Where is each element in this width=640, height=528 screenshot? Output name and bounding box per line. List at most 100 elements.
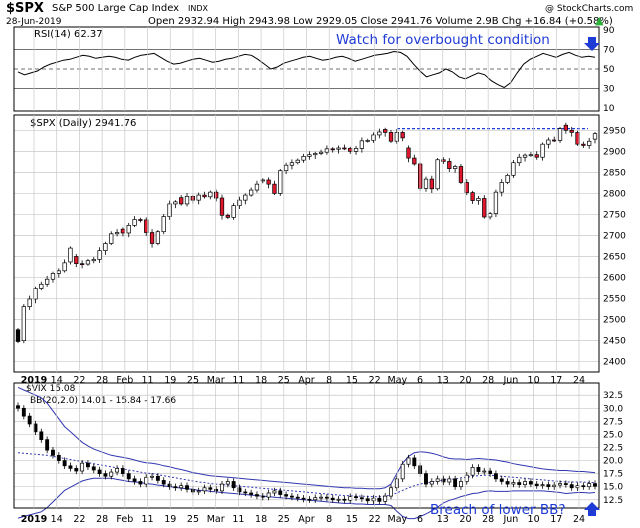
candle-body xyxy=(365,140,370,142)
candle-body xyxy=(56,270,61,274)
candle-body xyxy=(313,153,318,156)
vix-candle-body xyxy=(74,468,79,472)
rsi-y-tick-label: 50 xyxy=(603,65,615,75)
vix-candle-body xyxy=(389,487,393,497)
candle-body xyxy=(202,194,207,198)
price-y-tick-label: 2800 xyxy=(603,189,626,199)
vix-y-tick-label: 12.5 xyxy=(603,496,623,506)
candle-body xyxy=(283,164,289,172)
vix-candle-body xyxy=(383,495,388,502)
price-y-tick-label: 2550 xyxy=(603,295,626,305)
up-arrow-icon xyxy=(584,502,600,516)
candle-body xyxy=(208,191,213,198)
vix-candle-body xyxy=(301,497,306,500)
vix-x-tick-label: May xyxy=(388,514,408,525)
price-x-tick-label: 20 xyxy=(459,375,471,386)
candle-body xyxy=(219,197,225,216)
price-x-tick-label: 6 xyxy=(417,375,423,386)
vix-candle-body xyxy=(173,486,178,489)
candle-body xyxy=(144,219,149,233)
vix-candle-body xyxy=(406,457,411,465)
vix-candle-body xyxy=(266,492,271,498)
vix-x-tick-label: 10 xyxy=(528,514,540,525)
rsi-y-tick-label: 70 xyxy=(603,46,615,56)
vix-candle-body xyxy=(319,496,324,499)
candle-body xyxy=(91,259,96,262)
candle-body xyxy=(441,159,446,162)
price-x-tick-label: 28 xyxy=(96,375,108,386)
vix-x-tick-label: 18 xyxy=(255,514,267,525)
price-y-tick-label: 2900 xyxy=(603,147,626,157)
candle-body xyxy=(231,205,236,218)
candle-body xyxy=(196,194,201,201)
vix-candle-body xyxy=(534,483,539,487)
vix-candle-body xyxy=(558,483,562,486)
vix-candle-body xyxy=(552,484,557,488)
candle-body xyxy=(266,179,271,185)
candle-body xyxy=(330,148,335,151)
candle-body xyxy=(359,140,365,149)
candle-body xyxy=(278,170,283,194)
vix-y-tick-label: 25.0 xyxy=(603,430,623,440)
vix-candle-body xyxy=(97,469,102,474)
candle-body xyxy=(552,139,557,142)
candle-body xyxy=(464,182,469,193)
vix-x-tick-label: 8 xyxy=(326,514,332,525)
vix-x-tick-label: 19 xyxy=(164,514,176,525)
candle-body xyxy=(114,232,120,235)
price-x-tick-label: 14 xyxy=(51,375,63,386)
bb-middle-band xyxy=(17,452,595,498)
vix-legend: $VIX 15.08 xyxy=(26,384,76,394)
vix-candle-body xyxy=(33,423,38,433)
candle-body xyxy=(161,216,166,233)
candle-body xyxy=(21,306,26,342)
vix-candle-body xyxy=(21,407,26,417)
vix-candle-body xyxy=(342,498,347,501)
vix-candle-body xyxy=(249,492,254,495)
candle-body xyxy=(132,219,137,226)
vix-candle-body xyxy=(377,497,382,502)
candle-body xyxy=(85,260,91,265)
candle-body xyxy=(569,129,574,133)
vix-x-tick-label: 15 xyxy=(346,514,358,525)
candle-body xyxy=(97,250,102,260)
candle-body xyxy=(103,243,108,251)
price-x-tick-label: 22 xyxy=(369,375,381,386)
rsi-y-tick-label: 10 xyxy=(603,104,615,114)
candle-body xyxy=(546,139,551,145)
candle-body xyxy=(173,201,178,205)
candle-body xyxy=(289,162,295,166)
candle-body xyxy=(243,194,248,201)
vix-candle-body xyxy=(330,497,335,501)
vix-candle-body xyxy=(295,496,300,499)
vix-x-tick-label: Feb xyxy=(116,514,133,525)
vix-candle-body xyxy=(86,462,90,468)
price-x-tick-label: 2019 xyxy=(21,375,47,386)
vix-candle-body xyxy=(91,466,96,471)
candle-body xyxy=(184,196,190,205)
vix-candle-body xyxy=(493,473,498,480)
vix-candle-body xyxy=(441,478,446,483)
vix-x-tick-label: 11 xyxy=(232,514,244,525)
vix-x-tick-label: 2019 xyxy=(21,514,47,525)
price-x-tick-label: Apr xyxy=(298,375,315,386)
vix-candle-body xyxy=(324,496,329,499)
price-x-tick-label: 10 xyxy=(528,375,540,386)
price-x-tick-label: 8 xyxy=(326,375,332,386)
vix-candle-body xyxy=(546,484,551,488)
vix-candle-body xyxy=(354,496,358,499)
price-y-tick-label: 2700 xyxy=(603,231,626,241)
candle-body xyxy=(511,162,516,176)
vix-candle-body xyxy=(470,467,475,476)
candle-body xyxy=(452,166,458,169)
candle-body xyxy=(458,166,464,183)
rsi-y-tick-label: 90 xyxy=(603,26,615,36)
vix-candle-body xyxy=(453,478,458,488)
candle-body xyxy=(563,124,568,131)
vix-y-tick-label: 15.0 xyxy=(603,483,623,493)
vix-candle-body xyxy=(138,481,143,485)
candle-body xyxy=(522,154,528,158)
candle-body xyxy=(68,247,73,263)
candle-body xyxy=(109,233,114,244)
vix-candle-body xyxy=(313,497,318,501)
